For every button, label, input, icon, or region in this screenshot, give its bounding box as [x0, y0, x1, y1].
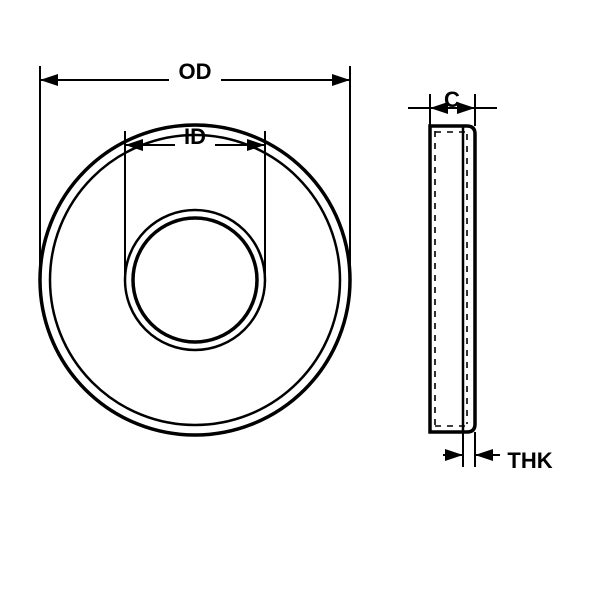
side-view-outline — [430, 126, 475, 432]
washer-inner-edge — [133, 218, 257, 342]
od-label: OD — [179, 59, 212, 84]
thk-label: THK — [507, 448, 552, 473]
c-label: C — [444, 87, 460, 112]
id-label: ID — [184, 124, 206, 149]
washer-outer-edge — [40, 125, 350, 435]
washer-outer-rim — [50, 135, 340, 425]
washer-inner-rim — [125, 210, 265, 350]
